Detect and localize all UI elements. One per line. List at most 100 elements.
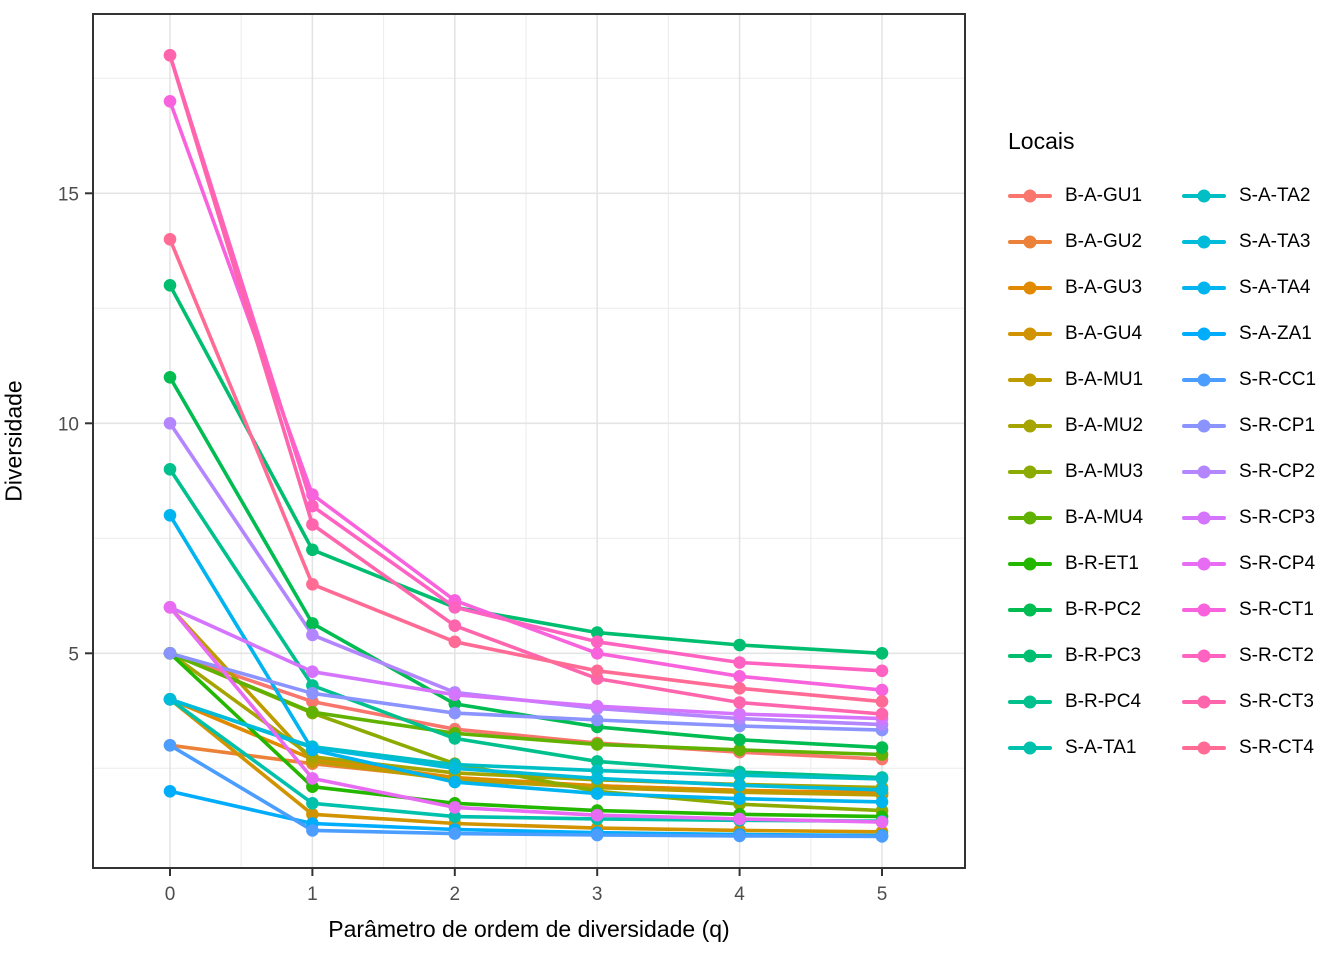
point-S-R-CC1-q4 xyxy=(733,829,746,843)
point-S-R-CT2-q2 xyxy=(448,601,462,614)
legend-label: B-R-ET1 xyxy=(1065,553,1139,574)
legend-label: B-A-MU2 xyxy=(1065,415,1144,436)
legend-key-icon xyxy=(1008,555,1052,573)
panel-background xyxy=(93,14,965,868)
point-B-R-PC4-q3 xyxy=(590,755,604,768)
point-S-R-CP3-q4 xyxy=(733,707,746,721)
point-S-R-CP3-q3 xyxy=(590,699,604,713)
point-S-R-CT3-q5 xyxy=(875,707,889,721)
x-tick-label: 1 xyxy=(307,884,318,905)
legend-key-dot-icon xyxy=(1197,465,1211,479)
point-S-R-CC1-q3 xyxy=(590,828,604,842)
point-S-R-CT4-q4 xyxy=(733,682,746,695)
point-S-A-TA3-q3 xyxy=(590,772,604,785)
y-tick-label: 15 xyxy=(58,184,79,205)
point-S-A-TA3-q4 xyxy=(733,779,746,792)
point-S-A-TA4-q4 xyxy=(733,792,746,805)
minor-gridlines xyxy=(93,14,965,868)
legend-key-dot-icon xyxy=(1023,511,1037,525)
legend-key-icon xyxy=(1182,279,1226,297)
point-S-R-CP1-q2 xyxy=(448,706,462,720)
series-line-S-R-CP1 xyxy=(169,651,883,732)
point-S-R-CP2-q1 xyxy=(306,628,319,642)
series-line-B-A-MU4 xyxy=(169,651,883,757)
legend-item-S-R-CP2: S-R-CP2 xyxy=(1182,449,1342,495)
legend-item-S-R-CC1: S-R-CC1 xyxy=(1182,357,1342,403)
series-line-S-A-TA4 xyxy=(168,514,883,804)
legend-key-icon xyxy=(1182,647,1226,665)
legend-key-icon xyxy=(1008,463,1052,481)
point-S-R-CP3-q1 xyxy=(306,665,319,678)
point-S-R-CT4-q0 xyxy=(163,233,177,246)
point-S-R-CP4-q3 xyxy=(590,808,604,822)
x-axis-title: Parâmetro de ordem de diversidade (q) xyxy=(328,916,730,942)
point-S-R-CP3-q2 xyxy=(448,688,462,701)
legend-key-dot-icon xyxy=(1023,695,1037,709)
point-B-A-MU4-q1 xyxy=(306,705,319,719)
legend-label: S-R-CT3 xyxy=(1239,691,1314,712)
point-S-R-CT1-q4 xyxy=(733,670,746,683)
point-B-R-PC3-q1 xyxy=(306,543,319,557)
legend-key-icon xyxy=(1008,187,1052,205)
legend-title: Locais xyxy=(1008,128,1075,154)
legend-item-S-R-CT3: S-R-CT3 xyxy=(1182,679,1342,725)
point-S-R-CC1-q0 xyxy=(163,739,177,752)
legend-key-dot-icon xyxy=(1197,327,1211,341)
legend-key-dot-icon xyxy=(1023,741,1037,755)
series-lines xyxy=(168,54,883,839)
point-S-A-TA4-q1 xyxy=(306,743,319,757)
point-S-R-CT2-q1 xyxy=(306,499,319,513)
legend-key-icon xyxy=(1008,279,1052,297)
legend-key-dot-icon xyxy=(1197,373,1211,387)
legend-key-dot-icon xyxy=(1197,557,1211,571)
point-S-R-CT4-q5 xyxy=(875,695,889,708)
legend-label: S-A-TA1 xyxy=(1065,737,1137,758)
y-tick-label: 10 xyxy=(58,414,79,435)
point-S-R-CT1-q5 xyxy=(875,683,889,697)
legend-label: S-R-CT1 xyxy=(1239,599,1314,620)
point-B-R-PC3-q5 xyxy=(875,647,889,660)
series-line-S-R-CP4 xyxy=(168,606,883,824)
point-S-A-ZA1-q0 xyxy=(163,785,177,798)
point-S-A-TA3-q0 xyxy=(163,693,177,706)
series-line-B-A-MU1 xyxy=(168,606,883,797)
legend-key-dot-icon xyxy=(1023,603,1037,617)
point-B-R-PC4-q0 xyxy=(163,463,177,476)
legend-label: B-A-GU3 xyxy=(1065,277,1143,298)
legend-key-dot-icon xyxy=(1197,603,1211,617)
point-S-R-CT2-q3 xyxy=(590,635,604,649)
legend-key-dot-icon xyxy=(1023,465,1037,479)
series-line-S-R-CT3 xyxy=(168,54,883,716)
point-S-R-CP2-q0 xyxy=(163,417,177,430)
point-S-R-CT4-q3 xyxy=(590,664,604,678)
legend-label: B-A-GU2 xyxy=(1065,231,1143,252)
series-line-S-R-CC1 xyxy=(169,743,883,839)
point-S-A-TA2-q4 xyxy=(733,768,746,782)
point-B-R-PC2-q4 xyxy=(733,733,746,747)
legend-items: B-A-GU1 B-A-GU2 B-A-GU3 B-A-GU4 B-A-MU1 B-A-M… xyxy=(1008,173,1338,771)
legend-key-dot-icon xyxy=(1197,741,1211,755)
point-S-R-CP1-q3 xyxy=(590,713,604,727)
point-S-R-CT1-q0 xyxy=(163,95,177,108)
point-S-R-CP4-q4 xyxy=(733,812,746,826)
series-points xyxy=(163,49,889,843)
legend-key-dot-icon xyxy=(1197,189,1211,203)
legend-label: S-R-CP3 xyxy=(1239,507,1316,528)
point-S-A-TA4-q3 xyxy=(590,787,604,800)
point-S-R-CP1-q0 xyxy=(163,647,177,660)
legend-key-dot-icon xyxy=(1197,511,1211,525)
point-S-R-CP1-q1 xyxy=(306,687,319,700)
legend-key-dot-icon xyxy=(1197,419,1211,433)
legend-key-icon xyxy=(1008,371,1052,389)
legend-key-dot-icon xyxy=(1023,373,1037,387)
legend-item-B-R-PC2: B-R-PC2 xyxy=(1008,587,1182,633)
legend-label: B-R-PC2 xyxy=(1065,599,1142,620)
point-B-A-GU4-q1 xyxy=(306,808,319,821)
point-B-R-PC2-q1 xyxy=(306,617,319,630)
series-line-B-R-ET1 xyxy=(168,651,883,819)
point-S-R-CT2-q4 xyxy=(733,656,746,669)
legend-item-S-R-CP1: S-R-CP1 xyxy=(1182,403,1342,449)
point-S-R-CT3-q0 xyxy=(163,49,177,62)
legend-key-icon xyxy=(1182,233,1226,251)
